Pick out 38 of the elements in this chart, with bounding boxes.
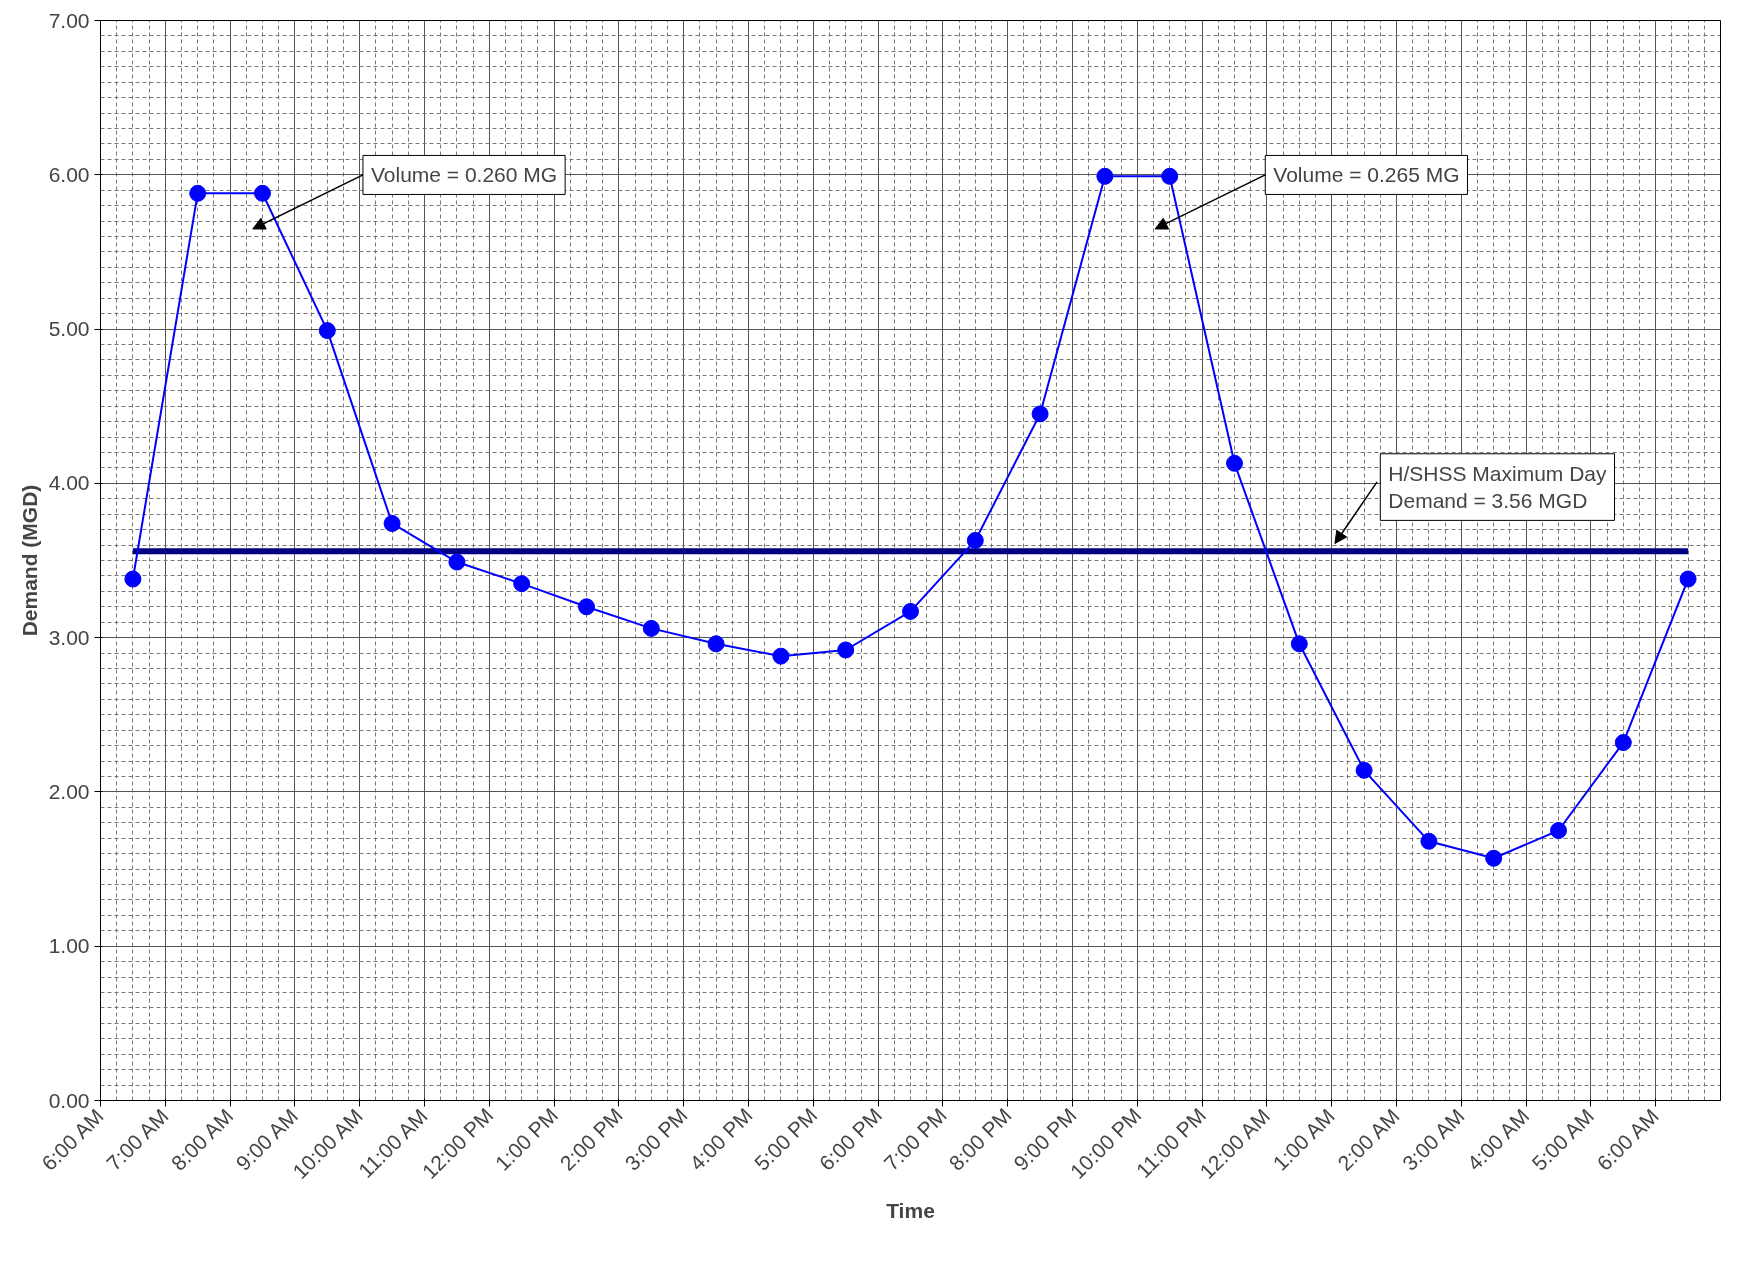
point	[189, 184, 207, 202]
y-tick-label: 7.00	[48, 8, 90, 32]
point	[1485, 849, 1503, 867]
annotation: Volume = 0.260 MG	[370, 163, 558, 187]
point	[1096, 167, 1114, 185]
point	[448, 553, 466, 571]
point	[1226, 454, 1243, 472]
point	[1550, 822, 1567, 839]
annotation: Volume = 0.265 MG	[1273, 163, 1460, 187]
point	[707, 635, 725, 653]
y-tick-label: 2.00	[48, 779, 90, 803]
point	[513, 575, 531, 593]
point	[902, 602, 919, 620]
x-axis-title: Time	[886, 1199, 935, 1223]
point	[1031, 405, 1049, 423]
y-tick-label: 5.00	[48, 317, 90, 341]
point	[318, 322, 336, 340]
point	[642, 619, 660, 637]
point	[772, 647, 790, 665]
y-tick-label: 1.00	[48, 934, 90, 958]
y-tick-label: 0.00	[48, 1088, 90, 1112]
point	[1161, 167, 1179, 185]
point	[254, 184, 271, 202]
point	[1614, 734, 1632, 752]
point	[1420, 832, 1438, 850]
point	[837, 641, 855, 659]
point	[1679, 570, 1697, 588]
point	[578, 598, 595, 616]
ref-line-label: H/SHSS Maximum Day Demand = 3.56 MGD	[1388, 461, 1607, 513]
y-tick-label: 4.00	[48, 471, 90, 495]
point	[966, 531, 984, 549]
point	[1290, 635, 1308, 653]
y-tick-label: 3.00	[48, 625, 90, 649]
y-axis-title: Demand (MGD)	[17, 484, 41, 637]
point	[383, 514, 401, 532]
point	[124, 570, 142, 588]
y-tick-label: 6.00	[48, 162, 90, 186]
point	[1355, 761, 1373, 779]
